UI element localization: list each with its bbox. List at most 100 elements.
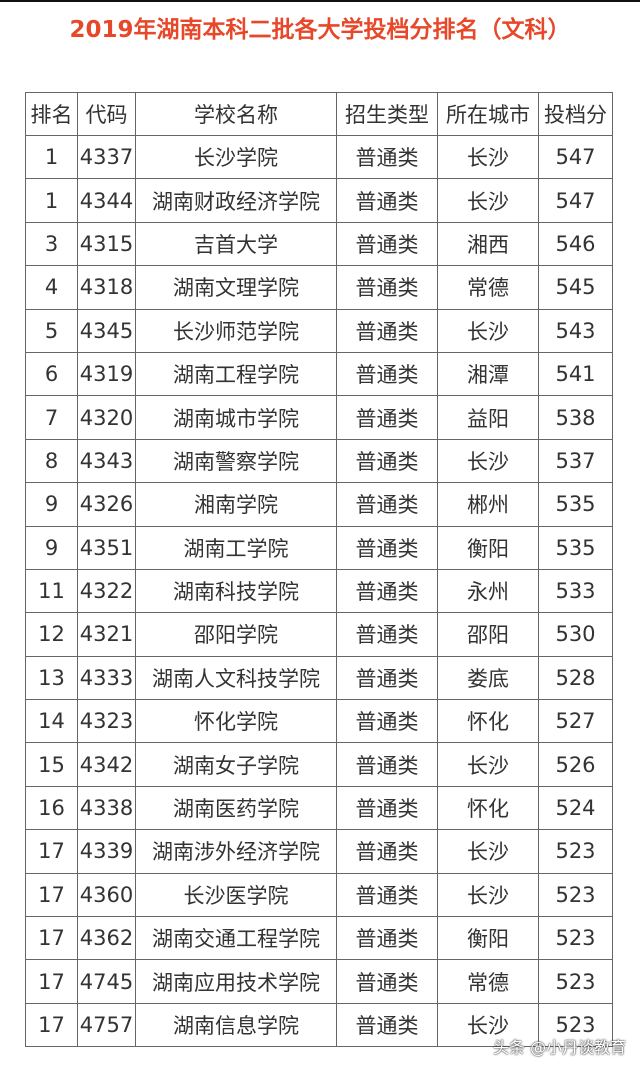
cell-admission-type: 普通类 xyxy=(336,568,438,614)
cell-code: 4344 xyxy=(77,178,136,223)
header-score: 投档分 xyxy=(538,92,613,136)
cell-rank: 1 xyxy=(25,134,78,180)
cell-school-name: 邵阳学院 xyxy=(135,612,337,657)
cell-city: 湘潭 xyxy=(437,351,539,397)
cell-school-name: 湖南应用技术学院 xyxy=(135,959,337,1004)
cell-code: 4351 xyxy=(77,525,136,570)
cell-admission-type: 普通类 xyxy=(336,221,438,267)
cell-school-name: 湖南女子学院 xyxy=(135,742,337,787)
header-city: 所在城市 xyxy=(437,92,539,136)
watermark: 头条 @小丹谈教育 xyxy=(493,1038,627,1057)
cell-admission-type: 普通类 xyxy=(336,482,438,527)
cell-rank: 14 xyxy=(25,699,78,744)
cell-code: 4745 xyxy=(77,959,136,1004)
cell-rank: 6 xyxy=(25,351,78,397)
table-row: 12 4321 邵阳学院 普通类 邵阳 530 xyxy=(25,612,613,657)
cell-code: 4321 xyxy=(77,612,136,657)
cell-admission-type: 普通类 xyxy=(336,178,438,223)
cell-rank: 12 xyxy=(25,612,78,657)
cell-school-name: 湖南工程学院 xyxy=(135,351,337,397)
cell-rank: 17 xyxy=(25,1002,78,1048)
table-row: 4 4318 湖南文理学院 普通类 常德 545 xyxy=(25,265,613,310)
cell-code: 4322 xyxy=(77,568,136,614)
cell-city: 湘西 xyxy=(437,221,539,267)
cell-school-name: 湖南涉外经济学院 xyxy=(135,829,337,874)
cell-school-name: 长沙学院 xyxy=(135,134,337,180)
cell-admission-type: 普通类 xyxy=(336,395,438,440)
cell-city: 长沙 xyxy=(437,178,539,223)
table-row: 5 4345 长沙师范学院 普通类 长沙 543 xyxy=(25,308,613,353)
cell-rank: 4 xyxy=(25,265,78,310)
table-row: 1 4337 长沙学院 普通类 长沙 547 xyxy=(25,134,613,180)
cell-score: 533 xyxy=(538,568,613,614)
cell-school-name: 湖南工学院 xyxy=(135,525,337,570)
top-bar xyxy=(0,0,640,2)
cell-school-name: 怀化学院 xyxy=(135,699,337,744)
cell-city: 长沙 xyxy=(437,438,539,484)
cell-rank: 8 xyxy=(25,438,78,484)
cell-school-name: 湖南医药学院 xyxy=(135,785,337,831)
cell-school-name: 湖南财政经济学院 xyxy=(135,178,337,223)
cell-city: 郴州 xyxy=(437,482,539,527)
table-row: 7 4320 湖南城市学院 普通类 益阳 538 xyxy=(25,395,613,440)
cell-admission-type: 普通类 xyxy=(336,655,438,701)
cell-score: 537 xyxy=(538,438,613,484)
cell-code: 4338 xyxy=(77,785,136,831)
header-row: 排名 代码 学校名称 招生类型 所在城市 投档分 xyxy=(25,92,613,136)
ranking-table: 排名 代码 学校名称 招生类型 所在城市 投档分 1 4337 长沙学院 普通类 长沙 547 1 43… xyxy=(25,92,613,1048)
cell-school-name: 湖南科技学院 xyxy=(135,568,337,614)
cell-rank: 17 xyxy=(25,872,78,918)
cell-admission-type: 普通类 xyxy=(336,829,438,874)
cell-rank: 17 xyxy=(25,829,78,874)
cell-admission-type: 普通类 xyxy=(336,872,438,918)
cell-rank: 13 xyxy=(25,655,78,701)
table-row: 6 4319 湖南工程学院 普通类 湘潭 541 xyxy=(25,351,613,397)
table-row: 16 4338 湖南医药学院 普通类 怀化 524 xyxy=(25,785,613,831)
cell-school-name: 湖南信息学院 xyxy=(135,1002,337,1048)
cell-score: 527 xyxy=(538,699,613,744)
cell-rank: 5 xyxy=(25,308,78,353)
cell-code: 4315 xyxy=(77,221,136,267)
cell-score: 547 xyxy=(538,178,613,223)
cell-score: 538 xyxy=(538,395,613,440)
cell-city: 长沙 xyxy=(437,829,539,874)
cell-city: 益阳 xyxy=(437,395,539,440)
cell-admission-type: 普通类 xyxy=(336,699,438,744)
table-row: 9 4351 湖南工学院 普通类 衡阳 535 xyxy=(25,525,613,570)
cell-school-name: 湖南城市学院 xyxy=(135,395,337,440)
cell-admission-type: 普通类 xyxy=(336,1002,438,1048)
header-rank: 排名 xyxy=(25,92,78,136)
cell-code: 4337 xyxy=(77,134,136,180)
table-row: 17 4339 湖南涉外经济学院 普通类 长沙 523 xyxy=(25,829,613,874)
cell-school-name: 湖南警察学院 xyxy=(135,438,337,484)
cell-code: 4345 xyxy=(77,308,136,353)
cell-rank: 15 xyxy=(25,742,78,787)
cell-rank: 7 xyxy=(25,395,78,440)
cell-city: 长沙 xyxy=(437,872,539,918)
cell-score: 526 xyxy=(538,742,613,787)
cell-school-name: 湖南交通工程学院 xyxy=(135,916,337,961)
table-row: 13 4333 湖南人文科技学院 普通类 娄底 528 xyxy=(25,655,613,701)
cell-score: 523 xyxy=(538,959,613,1004)
cell-score: 530 xyxy=(538,612,613,657)
cell-code: 4319 xyxy=(77,351,136,397)
cell-admission-type: 普通类 xyxy=(336,612,438,657)
cell-code: 4318 xyxy=(77,265,136,310)
cell-city: 怀化 xyxy=(437,699,539,744)
header-code: 代码 xyxy=(77,92,136,136)
cell-rank: 16 xyxy=(25,785,78,831)
cell-city: 长沙 xyxy=(437,1002,539,1048)
table-row: 15 4342 湖南女子学院 普通类 长沙 526 xyxy=(25,742,613,787)
cell-score: 535 xyxy=(538,525,613,570)
cell-admission-type: 普通类 xyxy=(336,916,438,961)
cell-code: 4360 xyxy=(77,872,136,918)
cell-score: 523 xyxy=(538,872,613,918)
cell-city: 永州 xyxy=(437,568,539,614)
cell-code: 4757 xyxy=(77,1002,136,1048)
cell-city: 怀化 xyxy=(437,785,539,831)
cell-score: 523 xyxy=(538,916,613,961)
cell-city: 娄底 xyxy=(437,655,539,701)
cell-city: 衡阳 xyxy=(437,916,539,961)
cell-code: 4333 xyxy=(77,655,136,701)
cell-school-name: 湖南文理学院 xyxy=(135,265,337,310)
